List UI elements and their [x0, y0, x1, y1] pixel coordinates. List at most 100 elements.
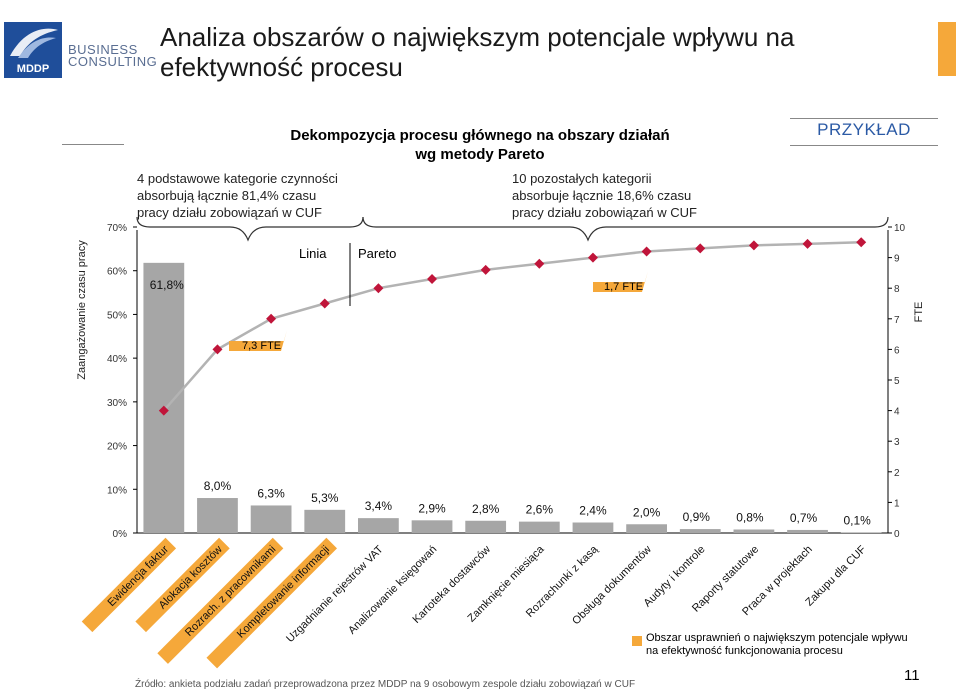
group-braces — [136, 216, 889, 242]
pareto-marker — [158, 405, 169, 416]
page-title: Analiza obszarów o największym potencjal… — [160, 22, 795, 82]
callout-arrow-icon — [229, 330, 287, 351]
y2-tick-label: 5 — [894, 376, 900, 387]
y2-tick-label: 7 — [894, 315, 900, 326]
chart-bar — [358, 518, 399, 533]
bar-value-label: 2,4% — [579, 504, 607, 518]
pareto-marker — [427, 274, 438, 285]
group1-description: 4 podstawowe kategorie czynności absorbu… — [137, 171, 338, 220]
bar-value-label: 0,8% — [736, 511, 764, 525]
logo-subtext: BUSINESS CONSULTING — [68, 42, 158, 69]
y-tick-label: 70% — [107, 223, 127, 234]
legend-line-2: na efektywność funkcjonowania procesu — [646, 645, 843, 657]
x-category-label: Uzgadnianie rejestrów VAT — [284, 543, 386, 645]
y2-tick-label: 10 — [894, 223, 906, 234]
page-number: 11 — [904, 667, 920, 684]
pareto-marker — [319, 298, 330, 309]
bar-value-label: 2,9% — [418, 501, 446, 515]
bar-value-label: 8,0% — [204, 479, 232, 493]
pareto-marker — [534, 258, 545, 269]
pareto-line — [162, 241, 862, 412]
x-category: Uzgadnianie rejestrów VAT — [284, 543, 386, 645]
example-bottom-line — [790, 145, 938, 146]
orange-tab-marker — [938, 22, 956, 76]
chart-bar — [572, 522, 614, 533]
y-tick-label: 50% — [107, 310, 127, 321]
y2-tick-label: 9 — [894, 254, 900, 265]
x-category-label: Kompletowanie informacji — [235, 543, 332, 640]
bar-value-label: 0,9% — [683, 510, 711, 524]
company-logo: MDDP — [4, 22, 62, 78]
chart-bar — [465, 520, 507, 533]
bar-value-label: 5,3% — [311, 491, 339, 505]
y-axis-label: Zaangażowanie czasu pracy — [76, 240, 88, 380]
legend: Obszar usprawnień o największym potencja… — [630, 632, 928, 662]
legend-line-1: Obszar usprawnień o największym potencja… — [646, 632, 908, 644]
bar-value-label: 0,1% — [843, 514, 871, 528]
annotation-linia: Linia — [299, 246, 327, 261]
chart-bar — [143, 262, 185, 533]
pareto-marker — [587, 252, 598, 263]
x-category-highlight — [206, 537, 337, 669]
y2-tick-label: 4 — [894, 407, 900, 418]
pareto-marker — [695, 243, 706, 254]
x-category: Ewidencja faktur — [81, 537, 177, 633]
x-category-highlight — [157, 537, 284, 664]
chart-bar — [518, 521, 560, 533]
brace-right — [362, 216, 889, 242]
fte-callout-left: 7,3 FTE — [229, 330, 287, 352]
x-category-label: Rozrach. z pracownikami — [183, 543, 278, 638]
subtitle-line-2: wg metody Pareto — [415, 146, 545, 163]
chart-subtitle: Dekompozycja procesu głównego na obszary… — [220, 126, 740, 164]
y-tick-label: 10% — [107, 485, 127, 496]
x-category-highlight — [81, 537, 177, 633]
y-tick-label: 0% — [113, 529, 128, 540]
pareto-marker — [212, 344, 223, 355]
bar-value-label: 2,8% — [472, 502, 500, 516]
x-category: Analizowanie księgowań — [346, 543, 439, 636]
y-tick-label: 30% — [107, 398, 127, 409]
chart-bar — [197, 498, 238, 533]
pareto-marker — [802, 238, 813, 249]
y-tick-label: 40% — [107, 354, 127, 365]
y-tick-label: 20% — [107, 442, 127, 453]
annotation-fte-left: 7,3 FTE — [242, 340, 281, 352]
chart-bar — [250, 505, 292, 533]
bar-value-label: 61,8% — [150, 278, 184, 292]
bar-value-label: 2,6% — [526, 503, 554, 517]
chart-bar — [304, 509, 346, 533]
group2-description: 10 pozostałych kategorii absorbuje łączn… — [512, 171, 697, 220]
logo-text: MDDP — [16, 63, 50, 75]
bar-value-label: 6,3% — [257, 486, 285, 500]
source-note: Źródło: ankieta podziału zadań przeprowa… — [135, 679, 636, 690]
callout-arrow-icon — [593, 271, 648, 292]
bar-value-label: 3,4% — [365, 499, 393, 513]
chart-bar — [411, 520, 453, 533]
y2-tick-label: 0 — [894, 529, 900, 540]
pareto-marker — [641, 246, 652, 257]
pareto-marker — [266, 313, 277, 324]
y2-tick-label: 6 — [894, 345, 900, 356]
chart-bar — [787, 529, 828, 533]
x-category-highlight — [135, 537, 230, 633]
subtitle-line-1: Dekompozycja procesu głównego na obszary… — [290, 127, 670, 144]
legend-swatch — [632, 636, 642, 646]
chart-bar — [626, 524, 667, 533]
x-category: Alokacja kosztów — [135, 537, 230, 633]
y2-tick-label: 3 — [894, 437, 900, 448]
bar-value-label: 0,7% — [790, 511, 818, 525]
chart-bar — [733, 529, 775, 533]
divider — [62, 144, 124, 145]
pareto-marker — [856, 237, 867, 248]
y2-tick-label: 2 — [894, 468, 900, 479]
y2-tick-label: 1 — [894, 498, 900, 509]
example-badge: PRZYKŁAD — [817, 120, 911, 139]
chart-bar — [679, 529, 721, 533]
pareto-marker — [480, 264, 491, 275]
logo-mark-icon — [10, 28, 58, 58]
y2-tick-label: 8 — [894, 284, 900, 295]
pareto-marker — [373, 283, 384, 294]
y2-axis-label: FTE — [913, 302, 925, 323]
annotation-pareto: Pareto — [358, 246, 396, 261]
